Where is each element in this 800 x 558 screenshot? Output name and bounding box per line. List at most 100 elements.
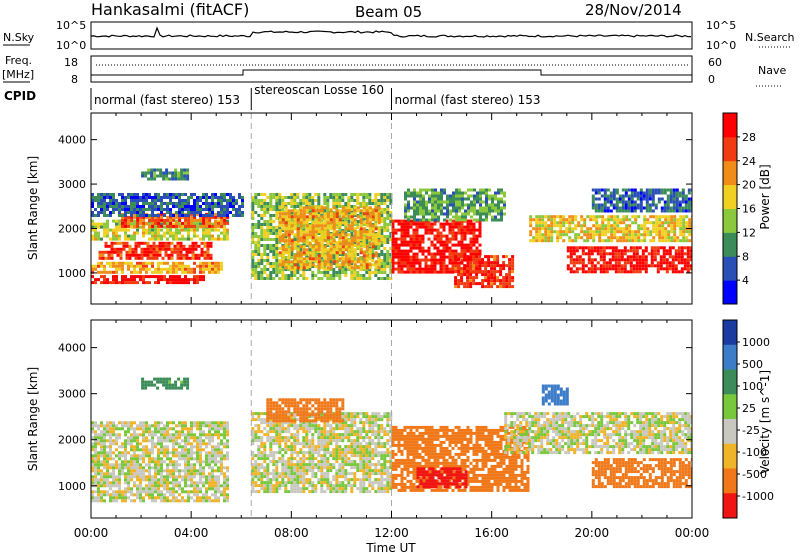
heatmap-cell xyxy=(257,241,260,244)
heatmap-cell xyxy=(404,259,407,262)
heatmap-cell xyxy=(473,219,476,222)
heatmap-cell xyxy=(541,218,544,221)
heatmap-cell xyxy=(186,257,189,260)
heatmap-cell xyxy=(422,259,425,262)
heatmap-cell xyxy=(679,204,682,207)
heatmap-cell xyxy=(649,239,652,242)
heatmap-cell xyxy=(431,244,434,247)
heatmap-cell xyxy=(190,193,193,196)
heatmap-cell xyxy=(136,460,139,463)
heatmap-cell xyxy=(410,216,413,219)
heatmap-cell xyxy=(481,264,484,267)
heatmap-cell xyxy=(109,424,112,427)
heatmap-cell xyxy=(133,457,136,460)
heatmap-cell xyxy=(106,463,109,466)
heatmap-cell xyxy=(631,215,634,218)
heatmap-cell xyxy=(184,271,187,274)
heatmap-cell xyxy=(279,230,282,233)
heatmap-cell xyxy=(124,238,127,241)
heatmap-cell xyxy=(630,270,633,273)
heatmap-cell xyxy=(290,193,293,196)
heatmap-cell xyxy=(550,233,553,236)
heatmap-cell xyxy=(341,196,344,199)
heatmap-cell xyxy=(449,195,452,198)
heatmap-cell xyxy=(144,172,147,175)
heatmap-cell xyxy=(491,207,494,210)
heatmap-cell xyxy=(416,219,419,222)
heatmap-cell xyxy=(345,209,348,212)
heatmap-cell xyxy=(503,204,506,207)
heatmap-cell xyxy=(628,195,631,198)
heatmap-cell xyxy=(189,245,192,248)
heatmap-cell xyxy=(646,201,649,204)
heatmap-cell xyxy=(404,262,407,265)
heatmap-cell xyxy=(127,219,130,222)
heatmap-cell xyxy=(338,202,341,205)
heatmap-cell xyxy=(443,241,446,244)
heatmap-cell xyxy=(315,227,318,230)
heatmap-cell xyxy=(612,255,615,258)
heatmap-cell xyxy=(437,198,440,201)
heatmap-cell xyxy=(440,268,443,271)
heatmap-cell xyxy=(386,211,389,214)
heatmap-cell xyxy=(235,199,238,202)
heatmap-cell xyxy=(211,202,214,205)
heatmap-cell xyxy=(285,263,288,266)
heatmap-cell xyxy=(323,202,326,205)
heatmap-cell xyxy=(363,236,366,239)
heatmap-cell xyxy=(455,216,458,219)
heatmap-cell xyxy=(229,196,232,199)
heatmap-cell xyxy=(491,204,494,207)
heatmap-cell xyxy=(443,262,446,265)
heatmap-cell xyxy=(454,279,457,282)
heatmap-cell xyxy=(440,213,443,216)
heatmap-cell xyxy=(112,202,115,205)
heatmap-cell xyxy=(314,199,317,202)
heatmap-cell xyxy=(535,215,538,218)
heatmap-cell xyxy=(576,258,579,261)
heatmap-cell xyxy=(380,250,383,253)
heatmap-cell xyxy=(333,260,336,263)
heatmap-cell xyxy=(114,242,117,245)
heatmap-cell xyxy=(315,245,318,248)
heatmap-cell xyxy=(124,448,127,451)
heatmap-cell xyxy=(97,238,100,241)
heatmap-cell xyxy=(318,218,321,221)
heatmap-cell xyxy=(446,213,449,216)
heatmap-cell xyxy=(652,236,655,239)
heatmap-cell xyxy=(667,210,670,213)
heatmap-cell xyxy=(454,282,457,285)
heatmap-cell xyxy=(297,257,300,260)
heatmap-cell xyxy=(342,245,345,248)
heatmap-cell xyxy=(372,227,375,230)
heatmap-cell xyxy=(350,274,353,277)
heatmap-cell xyxy=(285,245,288,248)
heatmap-cell xyxy=(124,442,127,445)
heatmap-cell xyxy=(260,274,263,277)
heatmap-cell xyxy=(636,246,639,249)
heatmap-cell xyxy=(454,270,457,273)
heatmap-cell xyxy=(472,270,475,273)
heatmap-cell xyxy=(311,202,314,205)
heatmap-cell xyxy=(254,274,257,277)
heatmap-cell xyxy=(121,472,124,475)
heatmap-cell xyxy=(461,238,464,241)
heatmap-cell xyxy=(669,261,672,264)
heatmap-cell xyxy=(588,258,591,261)
heatmap-cell xyxy=(670,210,673,213)
heatmap-cell xyxy=(282,245,285,248)
heatmap-cell xyxy=(336,260,339,263)
heatmap-cell xyxy=(297,266,300,269)
heatmap-cell xyxy=(682,221,685,224)
heatmap-cell xyxy=(395,244,398,247)
heatmap-cell xyxy=(106,427,109,430)
heatmap-cell xyxy=(579,261,582,264)
heatmap-cell xyxy=(422,195,425,198)
heatmap-cell xyxy=(163,196,166,199)
heatmap-cell xyxy=(609,258,612,261)
heatmap-cell xyxy=(500,201,503,204)
heatmap-cell xyxy=(121,454,124,457)
heatmap-cell xyxy=(166,278,169,281)
heatmap-cell xyxy=(422,226,425,229)
